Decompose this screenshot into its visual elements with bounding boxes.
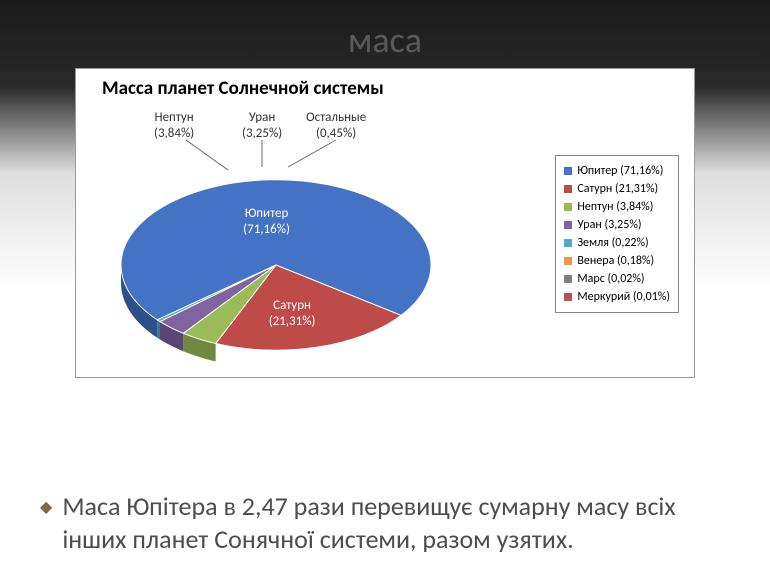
bullet-icon: ◆ — [40, 498, 52, 555]
legend-swatch — [564, 293, 572, 301]
slide-title: маса — [0, 0, 770, 68]
legend-item: Меркурий (0,01%) — [564, 288, 670, 306]
legend-label: Марс (0,02%) — [577, 270, 644, 288]
legend-item: Юпитер (71,16%) — [564, 162, 670, 180]
legend-swatch — [564, 257, 572, 265]
legend-label: Сатурн (21,31%) — [577, 180, 658, 198]
legend-item: Земля (0,22%) — [564, 234, 670, 252]
legend-label: Меркурий (0,01%) — [577, 288, 670, 306]
legend-item: Сатурн (21,31%) — [564, 180, 670, 198]
legend-swatch — [564, 185, 572, 193]
legend-label: Уран (3,25%) — [577, 216, 641, 234]
legend-label: Нептун (3,84%) — [577, 198, 653, 216]
pie-chart: Нептун(3,84%)Уран(3,25%)Остальные(0,45%)… — [106, 135, 446, 355]
chart-legend: Юпитер (71,16%)Сатурн (21,31%)Нептун (3,… — [555, 155, 679, 313]
legend-label: Юпитер (71,16%) — [577, 162, 663, 180]
legend-label: Венера (0,18%) — [577, 252, 654, 270]
legend-item: Уран (3,25%) — [564, 216, 670, 234]
chart-title: Масса планет Солнечной системы — [76, 69, 694, 104]
bullet-text: Маса Юпітера в 2,47 рази перевищує сумар… — [62, 490, 740, 555]
legend-item: Марс (0,02%) — [564, 270, 670, 288]
legend-swatch — [564, 221, 572, 229]
legend-item: Нептун (3,84%) — [564, 198, 670, 216]
legend-swatch — [564, 167, 572, 175]
legend-swatch — [564, 203, 572, 211]
pie-svg — [106, 135, 466, 395]
chart-plot-area: Нептун(3,84%)Уран(3,25%)Остальные(0,45%)… — [86, 105, 684, 367]
legend-item: Венера (0,18%) — [564, 252, 670, 270]
legend-swatch — [564, 239, 572, 247]
bullet-item: ◆ Маса Юпітера в 2,47 рази перевищує сум… — [40, 490, 740, 555]
legend-swatch — [564, 275, 572, 283]
legend-label: Земля (0,22%) — [577, 234, 648, 252]
chart-container: Масса планет Солнечной системы Нептун(3,… — [75, 68, 695, 378]
bullet-list: ◆ Маса Юпітера в 2,47 рази перевищує сум… — [40, 490, 740, 555]
